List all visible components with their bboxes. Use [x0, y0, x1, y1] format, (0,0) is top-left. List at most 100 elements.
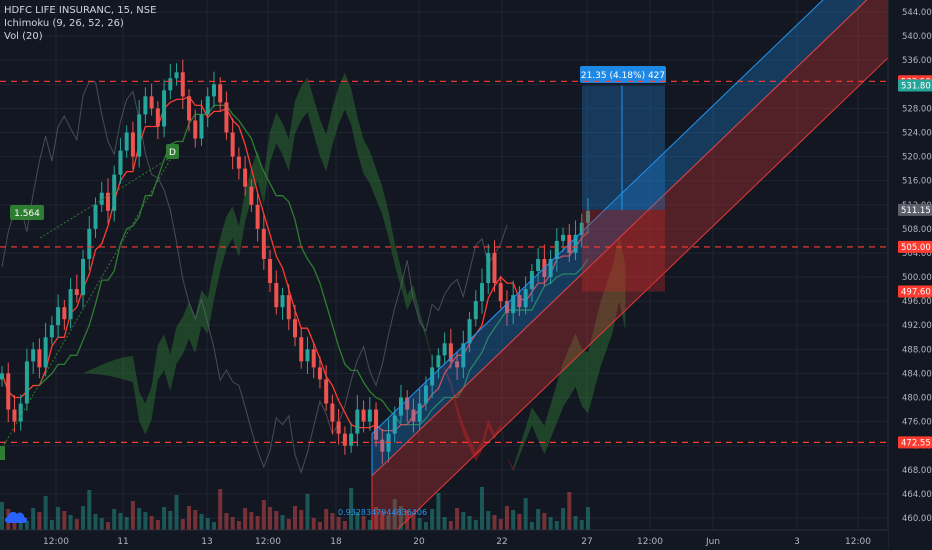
kumo-bull-segment [544, 404, 551, 455]
y-tick-label: 528.00 [902, 104, 932, 114]
candle-body [118, 150, 123, 175]
long-position-target-zone[interactable] [582, 85, 665, 210]
candle-body [87, 228, 92, 259]
candle-body [243, 168, 248, 187]
volume-bar [155, 520, 160, 530]
y-tick-label: 476.00 [902, 418, 932, 428]
volume-bar [118, 513, 123, 530]
volume-bar [0, 502, 4, 530]
kumo-bull-segment [394, 242, 401, 288]
marker-d-text: D [169, 148, 176, 158]
candle-body [180, 72, 185, 97]
candle-body [174, 72, 179, 79]
y-tick-label: 464.00 [902, 490, 932, 500]
volume-bar [342, 521, 347, 530]
volume-bar [286, 519, 291, 530]
candle-body [536, 258, 541, 272]
y-tick-label: 544.00 [902, 8, 932, 18]
candle-body [417, 403, 422, 422]
candle-body [18, 403, 23, 422]
volume-bar [355, 512, 360, 530]
chart-legend: HDFC LIFE INSURANC, 15, NSE Ichimoku (9,… [4, 4, 156, 43]
kumo-bull-segment [538, 416, 545, 455]
ratio-label-text: 1.564 [14, 209, 40, 219]
kumo-bull-segment [425, 332, 433, 362]
legend-ichimoku[interactable]: Ichimoku (9, 26, 52, 26) [4, 18, 124, 29]
volume-bar [486, 511, 491, 530]
candle-body [0, 373, 4, 380]
kumo-bull-segment [369, 150, 377, 200]
kumo-bull-segment [382, 186, 389, 237]
kumo-bear-segment [457, 405, 464, 434]
trend-line-lower[interactable] [0, 156, 173, 452]
candle-body [324, 379, 329, 404]
volume-bar [43, 496, 48, 530]
volume-bar [567, 492, 572, 530]
candle-body [81, 258, 86, 296]
kumo-bull-segment [170, 326, 177, 392]
candle-body [105, 192, 110, 211]
candle-body [511, 295, 516, 314]
kumo-bull-segment [388, 211, 395, 266]
kumo-bull-segment [126, 355, 133, 383]
kumo-bull-segment [245, 168, 252, 223]
kumo-bull-segment [107, 360, 115, 378]
candle-body [261, 228, 266, 259]
kumo-bull-segment [132, 355, 140, 421]
price-label-text: 511.15 [901, 206, 931, 216]
candle-body [211, 84, 216, 97]
candle-body [56, 307, 61, 326]
candle-body [12, 409, 17, 422]
trend-line-upper[interactable] [39, 156, 173, 239]
kumo-bull-segment [89, 367, 96, 375]
time-axis-background [0, 530, 888, 550]
candle-body [492, 252, 497, 284]
price-label-text: 505.00 [901, 243, 931, 253]
candle-body [411, 409, 416, 422]
kumo-bull-segment [606, 265, 613, 350]
candle-body [68, 289, 73, 320]
candle-body [573, 234, 578, 253]
volume-bar [249, 512, 254, 530]
kumo-bull-segment [157, 334, 165, 380]
candle-body [299, 337, 304, 362]
candle-body [355, 409, 360, 434]
kumo-bull-segment [95, 364, 102, 375]
volume-bar [193, 510, 198, 530]
volume-bar [417, 518, 422, 530]
candle-body [504, 301, 509, 314]
volume-bar [548, 517, 553, 530]
cloud-logo-icon [5, 512, 27, 523]
volume-bar [536, 509, 541, 530]
kumo-bull-segment [238, 191, 246, 258]
volume-bar [99, 518, 104, 530]
volume-bar [87, 490, 92, 530]
marker-d-box[interactable] [166, 144, 179, 159]
candle-body [249, 186, 254, 205]
kumo-bull-segment [588, 327, 595, 414]
kumo-bull-segment [213, 237, 221, 300]
candle-body [43, 337, 48, 368]
candle-body [168, 78, 173, 91]
volume-bar [392, 499, 397, 530]
volume-bar [174, 495, 179, 530]
kumo-bull-segment [301, 77, 308, 121]
volume-bar [124, 517, 129, 530]
long-position-stop-zone[interactable] [582, 209, 665, 292]
volume-bar [442, 517, 447, 530]
volume-bar [473, 520, 478, 530]
candle-body [143, 96, 148, 115]
kumo-bear-segment [438, 349, 445, 372]
kumo-bull-segment [550, 383, 557, 439]
volume-bar [311, 518, 316, 530]
volume-bar [480, 487, 485, 530]
candle-body [305, 349, 310, 362]
ratio-label-box[interactable] [10, 205, 44, 220]
legend-volume[interactable]: Vol (20) [4, 31, 43, 42]
candle-body [155, 108, 160, 127]
volume-bar [305, 494, 310, 530]
candle-body [523, 289, 528, 308]
trade-label-box[interactable] [580, 66, 666, 83]
